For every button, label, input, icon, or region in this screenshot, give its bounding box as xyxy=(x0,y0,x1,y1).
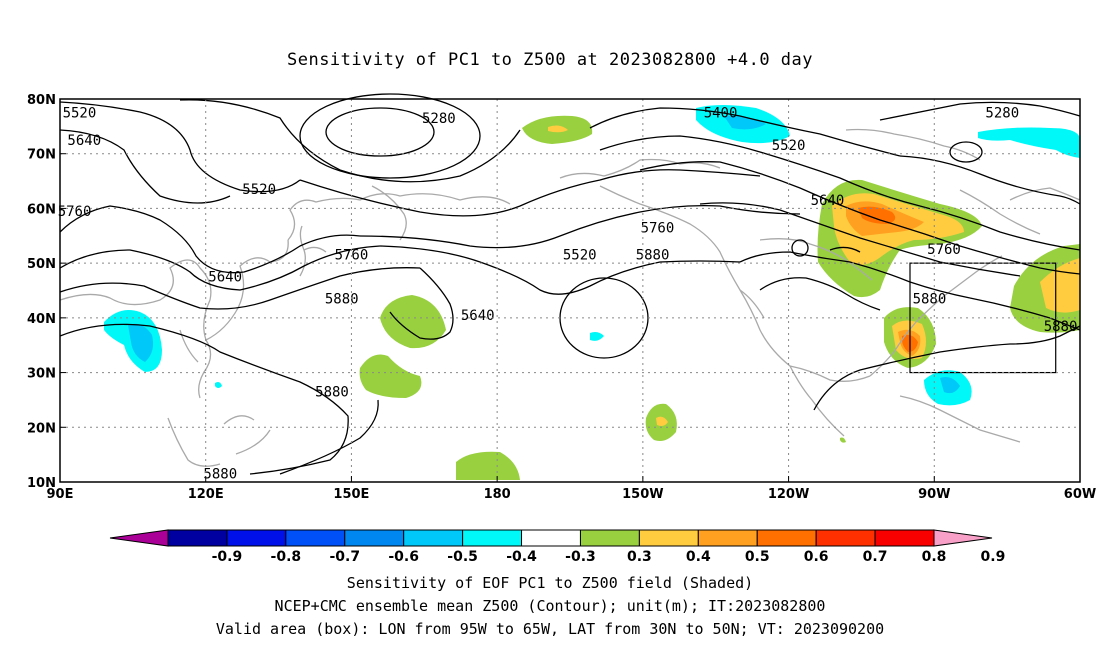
shade-positive-canada-l3 xyxy=(858,206,896,224)
contour-label: 5760 xyxy=(58,204,92,220)
contour-label: 5280 xyxy=(985,105,1019,121)
coastlines xyxy=(59,128,1081,467)
colorbar-tick-label: -0.4 xyxy=(506,549,537,565)
page-title: Sensitivity of PC1 to Z500 at 2023082800… xyxy=(286,50,813,70)
sensitivity-shading xyxy=(104,105,1080,480)
lon-tick-label: 150W xyxy=(622,487,663,502)
lon-tick-label: 120W xyxy=(768,487,809,502)
shade-negative-atlantic-core xyxy=(940,377,960,394)
contour-labels: 5520 5640 5760 5280 5520 5640 5760 5880 5640 5880… xyxy=(58,105,1078,483)
lon-tick-label: 60W xyxy=(1064,487,1096,502)
lat-tick-label: 40N xyxy=(27,312,56,327)
contour-label: 5880 xyxy=(325,291,359,307)
colorbar-swatch xyxy=(344,529,405,547)
footer-line-3: Valid area (box): LON from 95W to 65W, L… xyxy=(215,620,885,638)
colorbar-swatch xyxy=(638,529,699,547)
colorbar-tick-label: -0.7 xyxy=(329,549,360,565)
contour-label: 5880 xyxy=(203,467,237,483)
contour-label: 5760 xyxy=(641,220,675,236)
colorbar-swatch xyxy=(167,529,228,547)
colorbar-tick-label: -0.6 xyxy=(388,549,419,565)
colorbar-tick-label: 0.7 xyxy=(863,549,888,565)
lat-tick-label: 50N xyxy=(27,257,56,272)
lon-tick-label: 120E xyxy=(188,487,224,502)
lat-tick-label: 80N xyxy=(27,93,56,108)
shade-positive-natl-l1 xyxy=(1040,258,1080,313)
colorbar: -0.9 -0.8 -0.7 -0.6 -0.5 -0.4 -0.3 0.3 0.4 0.5 0.6… xyxy=(109,529,1006,565)
colorbar-swatch xyxy=(462,529,523,547)
colorbar-swatch xyxy=(697,529,758,547)
contour-label: 5760 xyxy=(927,242,961,258)
contour-label: 5520 xyxy=(242,182,276,198)
shade-positive-pac4 xyxy=(456,451,520,480)
shade-negative-dot xyxy=(215,382,222,388)
contour-label: 5520 xyxy=(563,248,597,264)
colorbar-swatch xyxy=(285,529,346,547)
shade-negative-pac-dot xyxy=(590,332,604,341)
colorbar-swatch xyxy=(226,529,287,547)
colorbar-high-extension xyxy=(933,529,993,547)
contour-label: 5520 xyxy=(63,105,97,121)
shade-negative-china-core xyxy=(128,323,154,362)
lat-tick-label: 70N xyxy=(27,148,56,163)
lat-tick-label: 60N xyxy=(27,202,56,217)
contour-label: 5640 xyxy=(461,308,495,324)
colorbar-tick-label: 0.6 xyxy=(804,549,829,565)
colorbar-tick-label: -0.8 xyxy=(271,549,302,565)
colorbar-tick-label: 0.5 xyxy=(745,549,770,565)
shade-positive-carib xyxy=(840,437,846,443)
footer-line-2: NCEP+CMC ensemble mean Z500 (Contour); u… xyxy=(274,597,826,615)
contour-label: 5880 xyxy=(913,291,947,307)
colorbar-tick-label: 0.9 xyxy=(981,549,1006,565)
colorbar-tick-label: -0.3 xyxy=(565,549,596,565)
colorbar-low-extension xyxy=(109,529,169,547)
lat-tick-label: 20N xyxy=(27,421,56,436)
shade-positive-bering-core xyxy=(548,125,568,133)
contour-label: 5880 xyxy=(1044,319,1078,335)
footer-line-1: Sensitivity of EOF PC1 to Z500 field (Sh… xyxy=(346,574,754,592)
contour-label: 5640 xyxy=(67,133,101,149)
map-frame xyxy=(59,98,1081,483)
contour-label: 5640 xyxy=(208,270,242,286)
shade-positive-pac3-core xyxy=(656,416,668,426)
colorbar-swatch xyxy=(403,529,464,547)
shade-negative-greenland xyxy=(978,127,1080,158)
lon-tick-label: 150E xyxy=(333,487,369,502)
colorbar-swatch xyxy=(521,529,581,547)
colorbar-swatch xyxy=(579,529,640,547)
colorbar-tick-label: -0.5 xyxy=(447,549,478,565)
contour-label: 5880 xyxy=(315,384,349,400)
lon-tick-label: 180 xyxy=(484,487,511,502)
lat-tick-label: 10N xyxy=(27,476,56,491)
lon-tick-label: 90E xyxy=(47,487,74,502)
shade-negative-alaska-core xyxy=(724,115,766,130)
colorbar-swatch xyxy=(756,529,817,547)
lat-lon-grid xyxy=(60,99,1080,482)
contour-label: 5640 xyxy=(811,193,845,209)
shade-positive-pac1 xyxy=(380,295,446,349)
contour-label: 5880 xyxy=(636,248,670,264)
contour-label: 5520 xyxy=(772,138,806,154)
contour-label: 5280 xyxy=(422,111,456,127)
lon-tick-label: 90W xyxy=(918,487,950,502)
colorbar-tick-label: 0.8 xyxy=(922,549,947,565)
valid-area-box xyxy=(909,262,1057,374)
colorbar-tick-label: -0.9 xyxy=(212,549,243,565)
colorbar-swatch xyxy=(874,529,935,547)
z500-contours xyxy=(59,93,1081,475)
contour-label: 5400 xyxy=(704,105,738,121)
colorbar-tick-label: 0.3 xyxy=(627,549,652,565)
colorbar-swatch xyxy=(815,529,876,547)
lat-tick-label: 30N xyxy=(27,367,56,382)
colorbar-tick-label: 0.4 xyxy=(686,549,711,565)
shade-positive-pac2 xyxy=(359,354,422,398)
